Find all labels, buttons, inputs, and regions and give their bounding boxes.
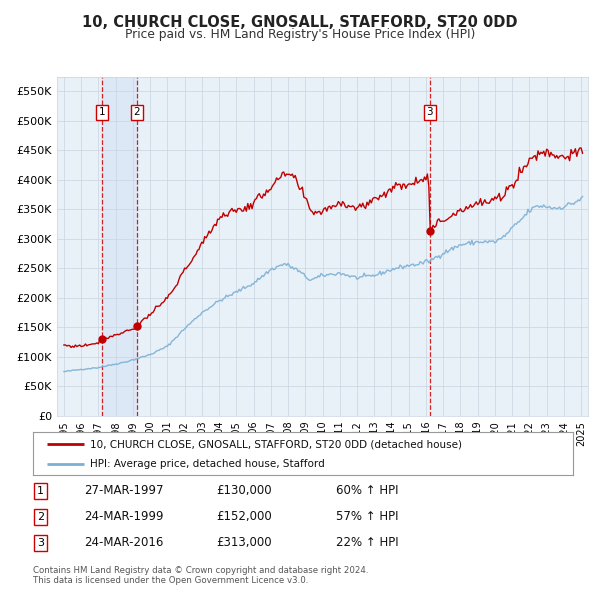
Text: 3: 3 [37, 538, 44, 548]
Text: £313,000: £313,000 [216, 536, 272, 549]
Text: 10, CHURCH CLOSE, GNOSALL, STAFFORD, ST20 0DD: 10, CHURCH CLOSE, GNOSALL, STAFFORD, ST2… [82, 15, 518, 30]
Text: This data is licensed under the Open Government Licence v3.0.: This data is licensed under the Open Gov… [33, 576, 308, 585]
Bar [103, 77, 137, 416]
Text: 22% ↑ HPI: 22% ↑ HPI [336, 536, 398, 549]
Text: 2: 2 [37, 512, 44, 522]
Text: 10, CHURCH CLOSE, GNOSALL, STAFFORD, ST20 0DD (detached house): 10, CHURCH CLOSE, GNOSALL, STAFFORD, ST2… [90, 440, 462, 450]
Text: 27-MAR-1997: 27-MAR-1997 [84, 484, 163, 497]
Text: HPI: Average price, detached house, Stafford: HPI: Average price, detached house, Staf… [90, 460, 325, 469]
Text: £152,000: £152,000 [216, 510, 272, 523]
Text: Price paid vs. HM Land Registry's House Price Index (HPI): Price paid vs. HM Land Registry's House … [125, 28, 475, 41]
Text: 24-MAR-2016: 24-MAR-2016 [84, 536, 163, 549]
Text: Contains HM Land Registry data © Crown copyright and database right 2024.: Contains HM Land Registry data © Crown c… [33, 566, 368, 575]
Text: 2: 2 [134, 107, 140, 117]
Text: 1: 1 [99, 107, 106, 117]
Text: 24-MAR-1999: 24-MAR-1999 [84, 510, 163, 523]
Text: 60% ↑ HPI: 60% ↑ HPI [336, 484, 398, 497]
Text: 1: 1 [37, 486, 44, 496]
Text: £130,000: £130,000 [216, 484, 272, 497]
Text: 57% ↑ HPI: 57% ↑ HPI [336, 510, 398, 523]
Text: 3: 3 [427, 107, 433, 117]
